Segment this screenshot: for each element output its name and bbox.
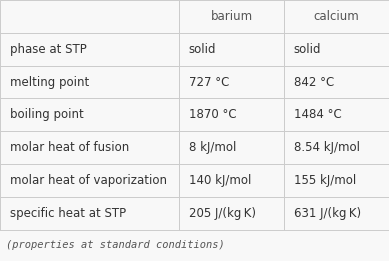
Text: 8.54 kJ/mol: 8.54 kJ/mol — [294, 141, 360, 154]
Text: 842 °C: 842 °C — [294, 75, 334, 88]
Text: 8 kJ/mol: 8 kJ/mol — [189, 141, 236, 154]
Text: melting point: melting point — [10, 75, 89, 88]
Text: (properties at standard conditions): (properties at standard conditions) — [6, 240, 224, 250]
Text: 631 J/(kg K): 631 J/(kg K) — [294, 207, 361, 220]
Text: molar heat of fusion: molar heat of fusion — [10, 141, 129, 154]
Text: 1484 °C: 1484 °C — [294, 108, 342, 121]
Text: barium: barium — [210, 10, 252, 23]
Text: molar heat of vaporization: molar heat of vaporization — [10, 174, 167, 187]
Text: 205 J/(kg K): 205 J/(kg K) — [189, 207, 256, 220]
Text: boiling point: boiling point — [10, 108, 84, 121]
Text: 140 kJ/mol: 140 kJ/mol — [189, 174, 251, 187]
Text: specific heat at STP: specific heat at STP — [10, 207, 126, 220]
Text: 727 °C: 727 °C — [189, 75, 229, 88]
Text: 1870 °C: 1870 °C — [189, 108, 236, 121]
Text: phase at STP: phase at STP — [10, 43, 86, 56]
Text: calcium: calcium — [314, 10, 359, 23]
Text: solid: solid — [294, 43, 321, 56]
Text: 155 kJ/mol: 155 kJ/mol — [294, 174, 356, 187]
Text: solid: solid — [189, 43, 216, 56]
